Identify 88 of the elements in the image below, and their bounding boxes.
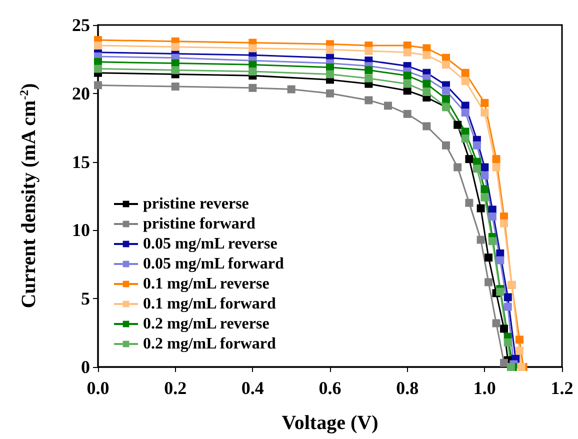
point <box>476 236 485 244</box>
point <box>403 80 412 88</box>
point <box>461 134 470 143</box>
point <box>504 293 512 302</box>
point <box>480 98 489 107</box>
y-tick-label: 0 <box>81 357 90 377</box>
point <box>504 338 512 346</box>
point <box>248 44 257 52</box>
point <box>403 48 412 56</box>
point <box>422 88 431 96</box>
legend-label: 0.2 mg/mL forward <box>143 336 276 352</box>
point <box>504 302 512 311</box>
point <box>442 94 450 103</box>
point <box>515 336 524 344</box>
point <box>94 64 102 73</box>
point <box>515 346 524 355</box>
point <box>248 68 257 76</box>
point <box>326 46 334 54</box>
point <box>492 319 500 328</box>
point <box>94 81 102 90</box>
y-tick-label: 15 <box>72 152 90 172</box>
legend-label: pristine forward <box>143 216 256 232</box>
x-tick-label: 0.4 <box>241 378 264 398</box>
point <box>364 96 373 104</box>
point <box>496 288 504 296</box>
point <box>480 185 489 194</box>
point <box>488 212 496 221</box>
x-tick-label: 0.2 <box>164 378 187 398</box>
point <box>403 72 412 80</box>
point <box>422 122 431 130</box>
legend-label: 0.2 mg/mL reverse <box>143 316 270 332</box>
point <box>422 51 431 60</box>
point <box>500 219 508 228</box>
point <box>248 84 257 92</box>
point <box>326 70 334 78</box>
y-axis-title: Current density (mA cm-2) <box>17 83 40 308</box>
point <box>461 108 470 117</box>
point <box>492 163 500 172</box>
y-tick-label: 5 <box>81 288 90 309</box>
x-tick-label: 0.6 <box>318 378 342 398</box>
point <box>364 74 373 82</box>
point <box>465 155 474 164</box>
x-axis-title: Voltage (V) <box>282 412 378 434</box>
point <box>403 110 412 118</box>
point <box>326 89 334 98</box>
point <box>484 254 493 262</box>
point <box>454 163 462 172</box>
point <box>472 164 481 173</box>
point <box>171 82 180 91</box>
y-tick-label: 20 <box>72 83 90 104</box>
legend-label: 0.1 mg/mL reverse <box>143 276 270 292</box>
legend-label: 0.05 mg/mL forward <box>143 256 284 272</box>
point <box>442 141 450 150</box>
point <box>287 85 296 94</box>
point <box>422 80 431 88</box>
legend-label: pristine reverse <box>143 196 249 212</box>
point <box>461 77 470 86</box>
point <box>480 171 489 180</box>
point <box>500 358 508 367</box>
point <box>171 42 180 51</box>
point <box>461 68 470 77</box>
point <box>94 42 102 50</box>
point <box>364 66 373 74</box>
point <box>480 163 489 172</box>
point <box>496 256 504 264</box>
x-tick-label: 0.0 <box>86 378 110 398</box>
y-tick-label: 10 <box>72 220 90 240</box>
point <box>492 155 500 164</box>
point <box>442 60 450 69</box>
point <box>484 278 493 286</box>
point <box>480 108 489 117</box>
legend-label: 0.1 mg/mL forward <box>143 296 276 312</box>
point <box>476 204 485 212</box>
y-tick-label: 25 <box>72 15 90 35</box>
point <box>500 324 508 333</box>
x-tick-label: 1.2 <box>550 378 574 398</box>
x-tick-label: 1.0 <box>473 378 496 398</box>
point <box>454 120 462 129</box>
point <box>480 193 489 202</box>
point <box>472 141 481 150</box>
point <box>384 102 392 110</box>
point <box>442 86 450 95</box>
x-tick-label: 0.8 <box>396 378 419 398</box>
point <box>171 66 180 74</box>
point <box>364 46 373 55</box>
point <box>488 237 496 246</box>
point <box>465 198 474 207</box>
legend-label: 0.05 mg/mL reverse <box>143 236 278 252</box>
